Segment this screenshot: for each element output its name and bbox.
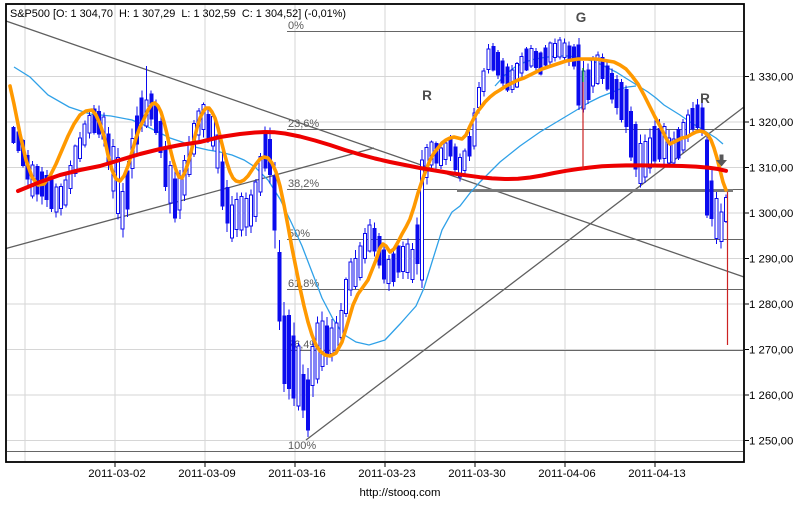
svg-text:23,6%: 23,6%: [288, 118, 319, 130]
svg-text:2011-03-09: 2011-03-09: [178, 468, 235, 480]
svg-text:1 300,00: 1 300,00: [749, 208, 793, 220]
svg-text:0%: 0%: [288, 20, 304, 32]
svg-text:http://stooq.com: http://stooq.com: [359, 487, 440, 499]
svg-text:2011-03-02: 2011-03-02: [88, 468, 145, 480]
svg-text:1 250,00: 1 250,00: [749, 436, 793, 448]
svg-text:1 320,00: 1 320,00: [749, 117, 793, 129]
svg-text:61,8%: 61,8%: [288, 278, 319, 290]
svg-text:S&P500 [O: 1 304,70 H: 1 307,: S&P500 [O: 1 304,70 H: 1 307,29 L: 1 302…: [10, 8, 346, 20]
svg-text:1 310,00: 1 310,00: [749, 163, 793, 175]
svg-text:1 290,00: 1 290,00: [749, 254, 793, 266]
svg-text:50%: 50%: [288, 228, 310, 240]
svg-text:1 330,00: 1 330,00: [749, 72, 793, 84]
svg-text:2011-03-30: 2011-03-30: [448, 468, 505, 480]
svg-text:2011-03-23: 2011-03-23: [358, 468, 415, 480]
svg-text:1 280,00: 1 280,00: [749, 299, 793, 311]
svg-text:100%: 100%: [288, 440, 316, 452]
svg-text:2011-04-13: 2011-04-13: [628, 468, 685, 480]
svg-text:R: R: [700, 91, 710, 106]
svg-text:1 270,00: 1 270,00: [749, 345, 793, 357]
svg-text:2011-04-06: 2011-04-06: [538, 468, 595, 480]
svg-text:G: G: [576, 10, 587, 25]
svg-text:38,2%: 38,2%: [288, 178, 319, 190]
svg-text:R: R: [422, 88, 432, 103]
svg-text:1 260,00: 1 260,00: [749, 390, 793, 402]
svg-text:2011-03-16: 2011-03-16: [268, 468, 325, 480]
